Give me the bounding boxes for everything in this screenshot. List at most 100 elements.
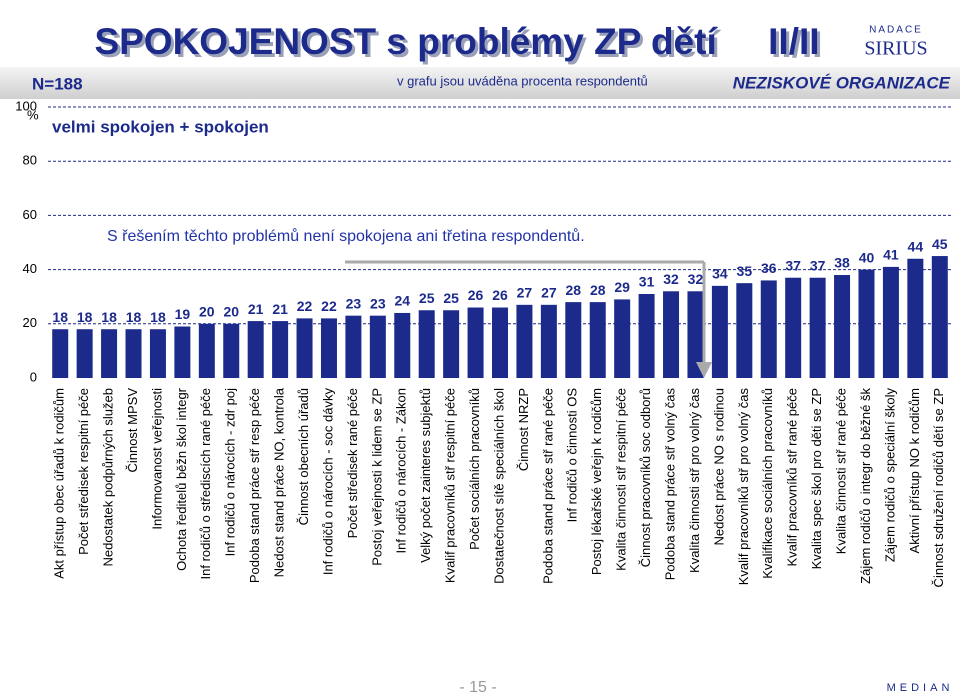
bar (394, 312, 411, 378)
y-tick-label: 80 (23, 153, 37, 168)
x-tick-label: Činnost sdružení rodičů dětí se ZP (931, 388, 946, 587)
value-label: 27 (541, 285, 557, 301)
x-tick-label: Inf rodičů o nárocích - zdr poj (223, 388, 238, 556)
bar (809, 277, 826, 378)
annotation: S řešením těchto problémů není spokojena… (107, 227, 585, 245)
value-label: 45 (932, 236, 948, 252)
logo-bottom: MEDIAN (887, 682, 954, 694)
value-label: 18 (150, 309, 166, 325)
x-tick-label: Inf rodičů o střediscích rané péče (198, 388, 213, 580)
bar (369, 315, 386, 378)
value-label: 27 (517, 285, 533, 301)
x-tick-label: Akt přístup obec úřadů k rodičům (52, 388, 67, 579)
bar (785, 277, 802, 378)
value-label: 25 (443, 290, 459, 306)
bar (174, 326, 191, 378)
bar (467, 307, 484, 378)
bar (272, 321, 289, 378)
value-label: 35 (737, 263, 753, 279)
x-tick-label: Postoj veřejnosti k lidem se ZP (369, 388, 384, 566)
value-label: 21 (272, 301, 288, 317)
value-label: 37 (785, 257, 801, 273)
x-tick-label: Kvalif pracovníků stř pro volný čas (736, 388, 751, 586)
x-tick-label: Činnost obecních úřadů (296, 388, 311, 525)
bar (882, 266, 899, 378)
x-tick-label: Velký počet zainteres subjektů (418, 388, 433, 563)
bar (443, 310, 460, 378)
value-label: 19 (175, 306, 191, 322)
x-tick-label: Inf rodičů o nárocích - soc dávky (320, 388, 335, 576)
y-unit: % (27, 107, 39, 122)
x-tick-label: Činnost NRZP (516, 388, 531, 471)
value-label: 40 (859, 249, 875, 265)
segment: NEZISKOVÉ ORGANIZACE (733, 73, 951, 92)
x-tick-label: Informovanost veřejnosti (149, 388, 164, 530)
x-tick-label: Zájem rodičů o integr do běžné šk (858, 388, 873, 584)
x-tick-label: Dostatečnost sítě speciálních škol (491, 388, 506, 584)
bar (760, 280, 777, 378)
value-label: 18 (52, 309, 68, 325)
value-label: 20 (199, 304, 215, 320)
x-tick-label: Počet sociálních pracovníků (467, 388, 482, 550)
bar (296, 318, 313, 378)
x-tick-label: Kvalifikace sociálních pracovníků (760, 388, 775, 579)
value-label: 37 (810, 257, 826, 273)
bar (247, 321, 264, 378)
value-label: 29 (614, 279, 630, 295)
value-label: 24 (394, 293, 410, 309)
value-label: 18 (77, 309, 93, 325)
value-label: 38 (834, 255, 850, 271)
bar (198, 323, 215, 378)
plot: 0 20 40 60 80 100 18 Akt přístup obec úřadů k r… (15, 98, 952, 587)
x-tick-label: Kvalif pracovníků stř respitní péče (443, 388, 458, 583)
x-tick-label: Kvalif pracovníků stř rané péče (785, 388, 800, 566)
bar (614, 299, 631, 378)
bar (638, 293, 655, 378)
header-band (0, 67, 960, 99)
x-tick-label: Kvalita spec škol pro děti se ZP (809, 388, 824, 569)
x-tick-label: Aktivní přístup NO k rodičům (907, 388, 922, 553)
value-label: 31 (639, 274, 655, 290)
value-label: 28 (566, 282, 582, 298)
value-label: 34 (712, 266, 728, 282)
value-label: 32 (663, 271, 679, 287)
bar (320, 318, 337, 378)
title-shadow: SPOKOJENOST s problémy ZP dětí II/II (97, 24, 822, 65)
value-label: 26 (468, 287, 484, 303)
bar (516, 304, 533, 378)
value-label: 44 (908, 238, 924, 254)
bar (736, 283, 753, 378)
bar (76, 329, 93, 378)
bar (149, 329, 166, 378)
x-tick-label: Podoba stand práce stř volný čas (662, 388, 677, 581)
bar (52, 329, 69, 378)
x-tick-label: Kvalita činnosti stř pro volný čas (687, 388, 702, 573)
value-label: 25 (419, 290, 435, 306)
bar (907, 258, 924, 378)
x-tick-label: Zájem rodičů o speciální školy (882, 388, 897, 563)
value-label: 18 (126, 309, 142, 325)
x-tick-label: Počet středisek respitní péče (76, 388, 91, 555)
value-label: 22 (297, 298, 313, 314)
value-label: 21 (248, 301, 264, 317)
value-label: 20 (223, 304, 239, 320)
x-tick-label: Činnost MPSV (125, 388, 140, 473)
bar (565, 302, 582, 378)
bar (418, 310, 435, 378)
x-tick-label: Podoba stand práce stř resp péče (247, 388, 262, 583)
y-tick-label: 40 (23, 261, 37, 276)
x-tick-label: Inf rodičů o činnosti OS (565, 388, 580, 523)
logo-top-1: NADACE (869, 25, 923, 36)
value-label: 23 (346, 295, 362, 311)
bar (101, 329, 118, 378)
x-tick-label: Postoj lékařské veřejn k rodičům (589, 388, 604, 575)
bar (125, 329, 142, 378)
value-label: 32 (688, 271, 704, 287)
page-number: - 15 - (459, 679, 496, 696)
bar (858, 269, 875, 378)
note: v grafu jsou uváděna procenta respondent… (397, 73, 648, 88)
bar (834, 275, 851, 378)
arrow (345, 260, 712, 378)
value-label: 41 (883, 247, 899, 263)
bar (687, 291, 704, 378)
